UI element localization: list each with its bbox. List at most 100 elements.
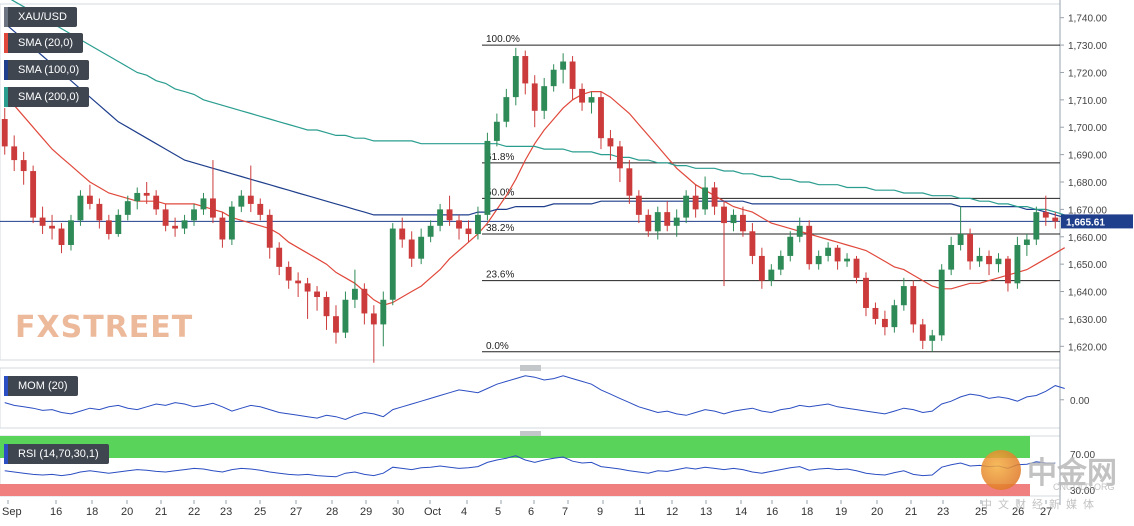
candle-body (266, 214, 273, 248)
candle-body (418, 236, 425, 259)
candle-body (976, 255, 983, 262)
legend-sma-200[interactable]: SMA (200,0) (4, 87, 90, 107)
x-tick-label: 21 (905, 506, 917, 518)
sma-20-label: SMA (20,0) (18, 37, 74, 49)
candle-body (522, 56, 529, 84)
fib-label: 38.2% (486, 223, 514, 234)
candle-body (531, 83, 538, 111)
x-tick-label: 18 (801, 506, 813, 518)
price-panel (0, 3, 1061, 361)
candle-body (588, 97, 595, 103)
x-tick-label: 11 (634, 506, 645, 518)
candle-body (967, 234, 974, 262)
momentum-swatch (4, 376, 8, 396)
cngold-site: CNGOLD.ORG (1053, 482, 1115, 492)
candle-body (124, 201, 131, 215)
price-tick-label: 1,710.00 (1068, 96, 1107, 107)
candle-body (683, 195, 690, 218)
sma-100-label: SMA (100,0) (18, 64, 80, 76)
legend-rsi[interactable]: RSI (14,70,30,1) (4, 444, 109, 464)
candle-body (210, 198, 216, 218)
candle-body (105, 220, 112, 235)
x-tick-label: 25 (254, 506, 266, 518)
x-tick-label: 27 (290, 506, 302, 518)
candle-body (153, 195, 160, 210)
candle-body (872, 307, 879, 319)
candle-body (219, 217, 226, 240)
momentum-panel (0, 367, 1061, 429)
x-tick-label: 16 (50, 506, 62, 518)
x-tick-label: 30 (392, 506, 404, 518)
candle-body (493, 121, 500, 141)
rsi-line (4, 455, 1056, 478)
sma-200-label: SMA (200,0) (18, 91, 80, 103)
candle-body (796, 225, 803, 237)
candle-body (929, 335, 936, 341)
candle-body (437, 209, 444, 226)
x-tick-label: 23 (937, 506, 949, 518)
price-tick-label: 1,720.00 (1068, 68, 1107, 79)
sma-line-0 (4, 90, 1066, 306)
candle-body (86, 195, 93, 204)
candle-body (891, 305, 898, 328)
rsi-label: RSI (14,70,30,1) (18, 448, 99, 460)
candle-body (919, 324, 926, 341)
candle-body (853, 258, 860, 278)
candle-body (465, 228, 472, 235)
candle-body (49, 225, 55, 229)
x-tick-label: 12 (666, 506, 678, 518)
candle-body (512, 56, 519, 98)
price-tick-label: 1,670.00 (1068, 205, 1107, 216)
candle-body (740, 214, 746, 232)
candle-body (654, 212, 661, 232)
sma-line-2 (10, 0, 1065, 216)
candle-body (664, 212, 671, 226)
candle-body (1, 119, 8, 147)
fxstreet-watermark: FXSTREET (15, 310, 194, 345)
price-tick-label: 1,630.00 (1068, 315, 1107, 326)
candle-body (881, 318, 888, 328)
candle-body (115, 214, 122, 235)
cngold-watermark: 中金网 CNGOLD.ORG 中文财经新媒体 (975, 448, 1125, 518)
candle-body (938, 269, 945, 336)
candle-body (569, 61, 576, 89)
rsi-overbought-zone (0, 436, 1030, 458)
legend-symbol[interactable]: XAU/USD (4, 7, 77, 27)
x-tick-label: 20 (871, 506, 883, 518)
fib-label: 0.0% (486, 341, 509, 352)
x-tick-label: 29 (360, 506, 372, 518)
candle-body (1052, 217, 1059, 222)
legend-sma-20[interactable]: SMA (20,0) (4, 33, 84, 53)
candle-body (361, 288, 368, 314)
candle-body (1005, 258, 1011, 284)
price-tick-label: 1,650.00 (1068, 260, 1107, 271)
x-tick-label: 6 (528, 506, 534, 518)
cngold-subtitle: 中文财经新媒体 (981, 498, 1100, 511)
candle-body (257, 203, 264, 215)
candle-body (68, 220, 74, 245)
candle-body (1014, 244, 1021, 284)
x-tick-label: 28 (326, 506, 338, 518)
candle-body (768, 269, 775, 281)
candle-body (143, 192, 150, 196)
candle-body (399, 228, 406, 240)
x-tick-label: 27 (1040, 506, 1052, 518)
candle-body (560, 61, 567, 70)
symbol-swatch (4, 7, 8, 27)
candle-body (276, 247, 283, 267)
candle-body (456, 220, 462, 229)
x-tick-label: 4 (461, 506, 467, 518)
candle-body (834, 247, 841, 262)
current-price-label: 1,665.61 (1066, 217, 1105, 228)
price-tick-label: 1,730.00 (1068, 41, 1107, 52)
x-tick-label: 23 (220, 506, 232, 518)
sma-20-swatch (4, 33, 8, 53)
legend-momentum[interactable]: MOM (20) (4, 376, 78, 396)
candle-body (333, 316, 339, 333)
fib-label: 50.0% (486, 187, 514, 198)
price-tick-label: 1,620.00 (1068, 342, 1107, 353)
legend-sma-100[interactable]: SMA (100,0) (4, 60, 90, 80)
momentum-zero-label: 0.00 (1070, 396, 1090, 407)
price-tick-label: 1,680.00 (1068, 178, 1107, 189)
